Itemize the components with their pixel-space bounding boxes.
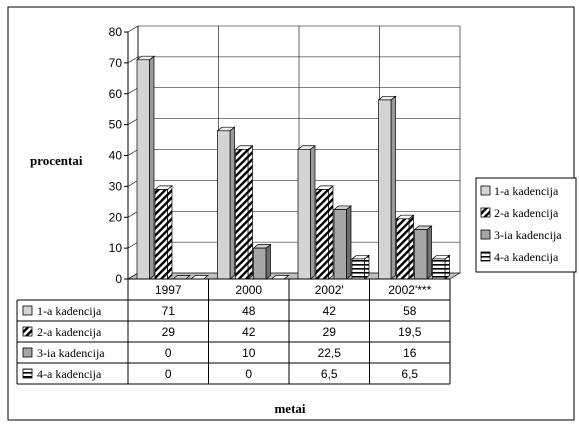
- legend-box: [475, 177, 577, 273]
- series-swatch: [480, 251, 491, 262]
- data-label: 0: [165, 367, 172, 381]
- gridline-side: [127, 87, 139, 95]
- bar-3-1: [252, 243, 272, 280]
- y-tick-label: 80: [109, 25, 123, 39]
- bar-4-2: [351, 254, 370, 280]
- y-tick-label: 60: [109, 87, 123, 101]
- table-series-label: 3-ia kadencija: [37, 346, 105, 360]
- legend-entry: 1-a kadencija: [494, 184, 559, 198]
- bars: [136, 55, 451, 280]
- data-label: 6,5: [321, 367, 338, 381]
- series-swatch: [480, 207, 491, 218]
- bar-2-2: [315, 185, 334, 280]
- series-swatch: [22, 347, 33, 358]
- gridline-side: [127, 241, 139, 249]
- x-tick-label: 2002': [315, 283, 344, 297]
- bar-1-0: [136, 55, 155, 280]
- legend-entry: 4-a kadencija: [494, 250, 559, 264]
- y-axis-title: procentai: [30, 153, 83, 168]
- series-swatch: [480, 229, 491, 240]
- table-series-label: 1-a kadencija: [37, 304, 102, 318]
- data-label: 16: [403, 346, 417, 360]
- bar-3-2: [333, 205, 352, 280]
- legend: 1-a kadencija 2-a kadencija 3-ia kadencija…: [475, 177, 577, 273]
- gridline-side: [127, 210, 139, 218]
- x-tick-label: 1997: [155, 283, 182, 297]
- data-label: 42: [323, 304, 337, 318]
- gridline-side: [127, 25, 139, 33]
- data-table: 1997 2000 2002' 2002'*** 1-a kadencija 71 48 42…: [16, 278, 451, 385]
- legend-entry: 3-ia kadencija: [494, 228, 562, 242]
- data-label: 71: [162, 304, 176, 318]
- data-label: 0: [245, 367, 252, 381]
- data-label: 48: [242, 304, 256, 318]
- data-label: 29: [323, 325, 337, 339]
- data-label: 22,5: [318, 346, 342, 360]
- bar-2-3: [395, 214, 415, 280]
- back-wall: [128, 26, 460, 279]
- legend-entry: 2-a kadencija: [494, 206, 559, 220]
- series-swatch: [22, 368, 33, 379]
- y-axis-ticks: 0 10 20 30 40 50 60 70 80: [109, 25, 128, 286]
- data-label: 29: [162, 325, 176, 339]
- bar-1-3: [377, 95, 397, 280]
- bar-1-1: [216, 126, 236, 280]
- x-tick-label: 2002'***: [388, 283, 431, 297]
- bar-1-2: [297, 144, 316, 280]
- data-label: 6,5: [401, 367, 418, 381]
- table-series-label: 2-a kadencija: [37, 325, 102, 339]
- y-tick-label: 30: [109, 179, 123, 193]
- y-tick-label: 50: [109, 118, 123, 132]
- y-tick-label: 20: [109, 210, 123, 224]
- data-label: 19,5: [398, 325, 422, 339]
- y-tick-label: 70: [109, 56, 123, 70]
- data-label: 0: [165, 346, 172, 360]
- gridline-side: [127, 56, 139, 64]
- gridline-side: [127, 118, 139, 125]
- bar-4-3: [431, 254, 451, 280]
- series-swatch: [22, 326, 33, 337]
- series-swatch: [480, 185, 491, 196]
- series-swatch: [22, 305, 33, 316]
- gridline-side: [127, 149, 139, 156]
- data-label: 42: [242, 325, 256, 339]
- bar-2-0: [154, 185, 173, 280]
- bar-2-1: [234, 144, 254, 280]
- data-label: 58: [403, 304, 417, 318]
- x-tick-label: 2000: [235, 283, 262, 297]
- x-axis-title: metai: [274, 401, 305, 416]
- data-label: 10: [242, 346, 256, 360]
- gridline-side: [127, 180, 139, 187]
- gridline-side: [127, 272, 139, 280]
- table-series-label: 4-a kadencija: [37, 367, 102, 381]
- bar-4-0: [190, 275, 209, 280]
- y-tick-label: 10: [109, 241, 123, 255]
- y-tick-label: 0: [115, 272, 122, 286]
- bar-3-3: [413, 225, 433, 280]
- y-tick-label: 40: [109, 149, 123, 163]
